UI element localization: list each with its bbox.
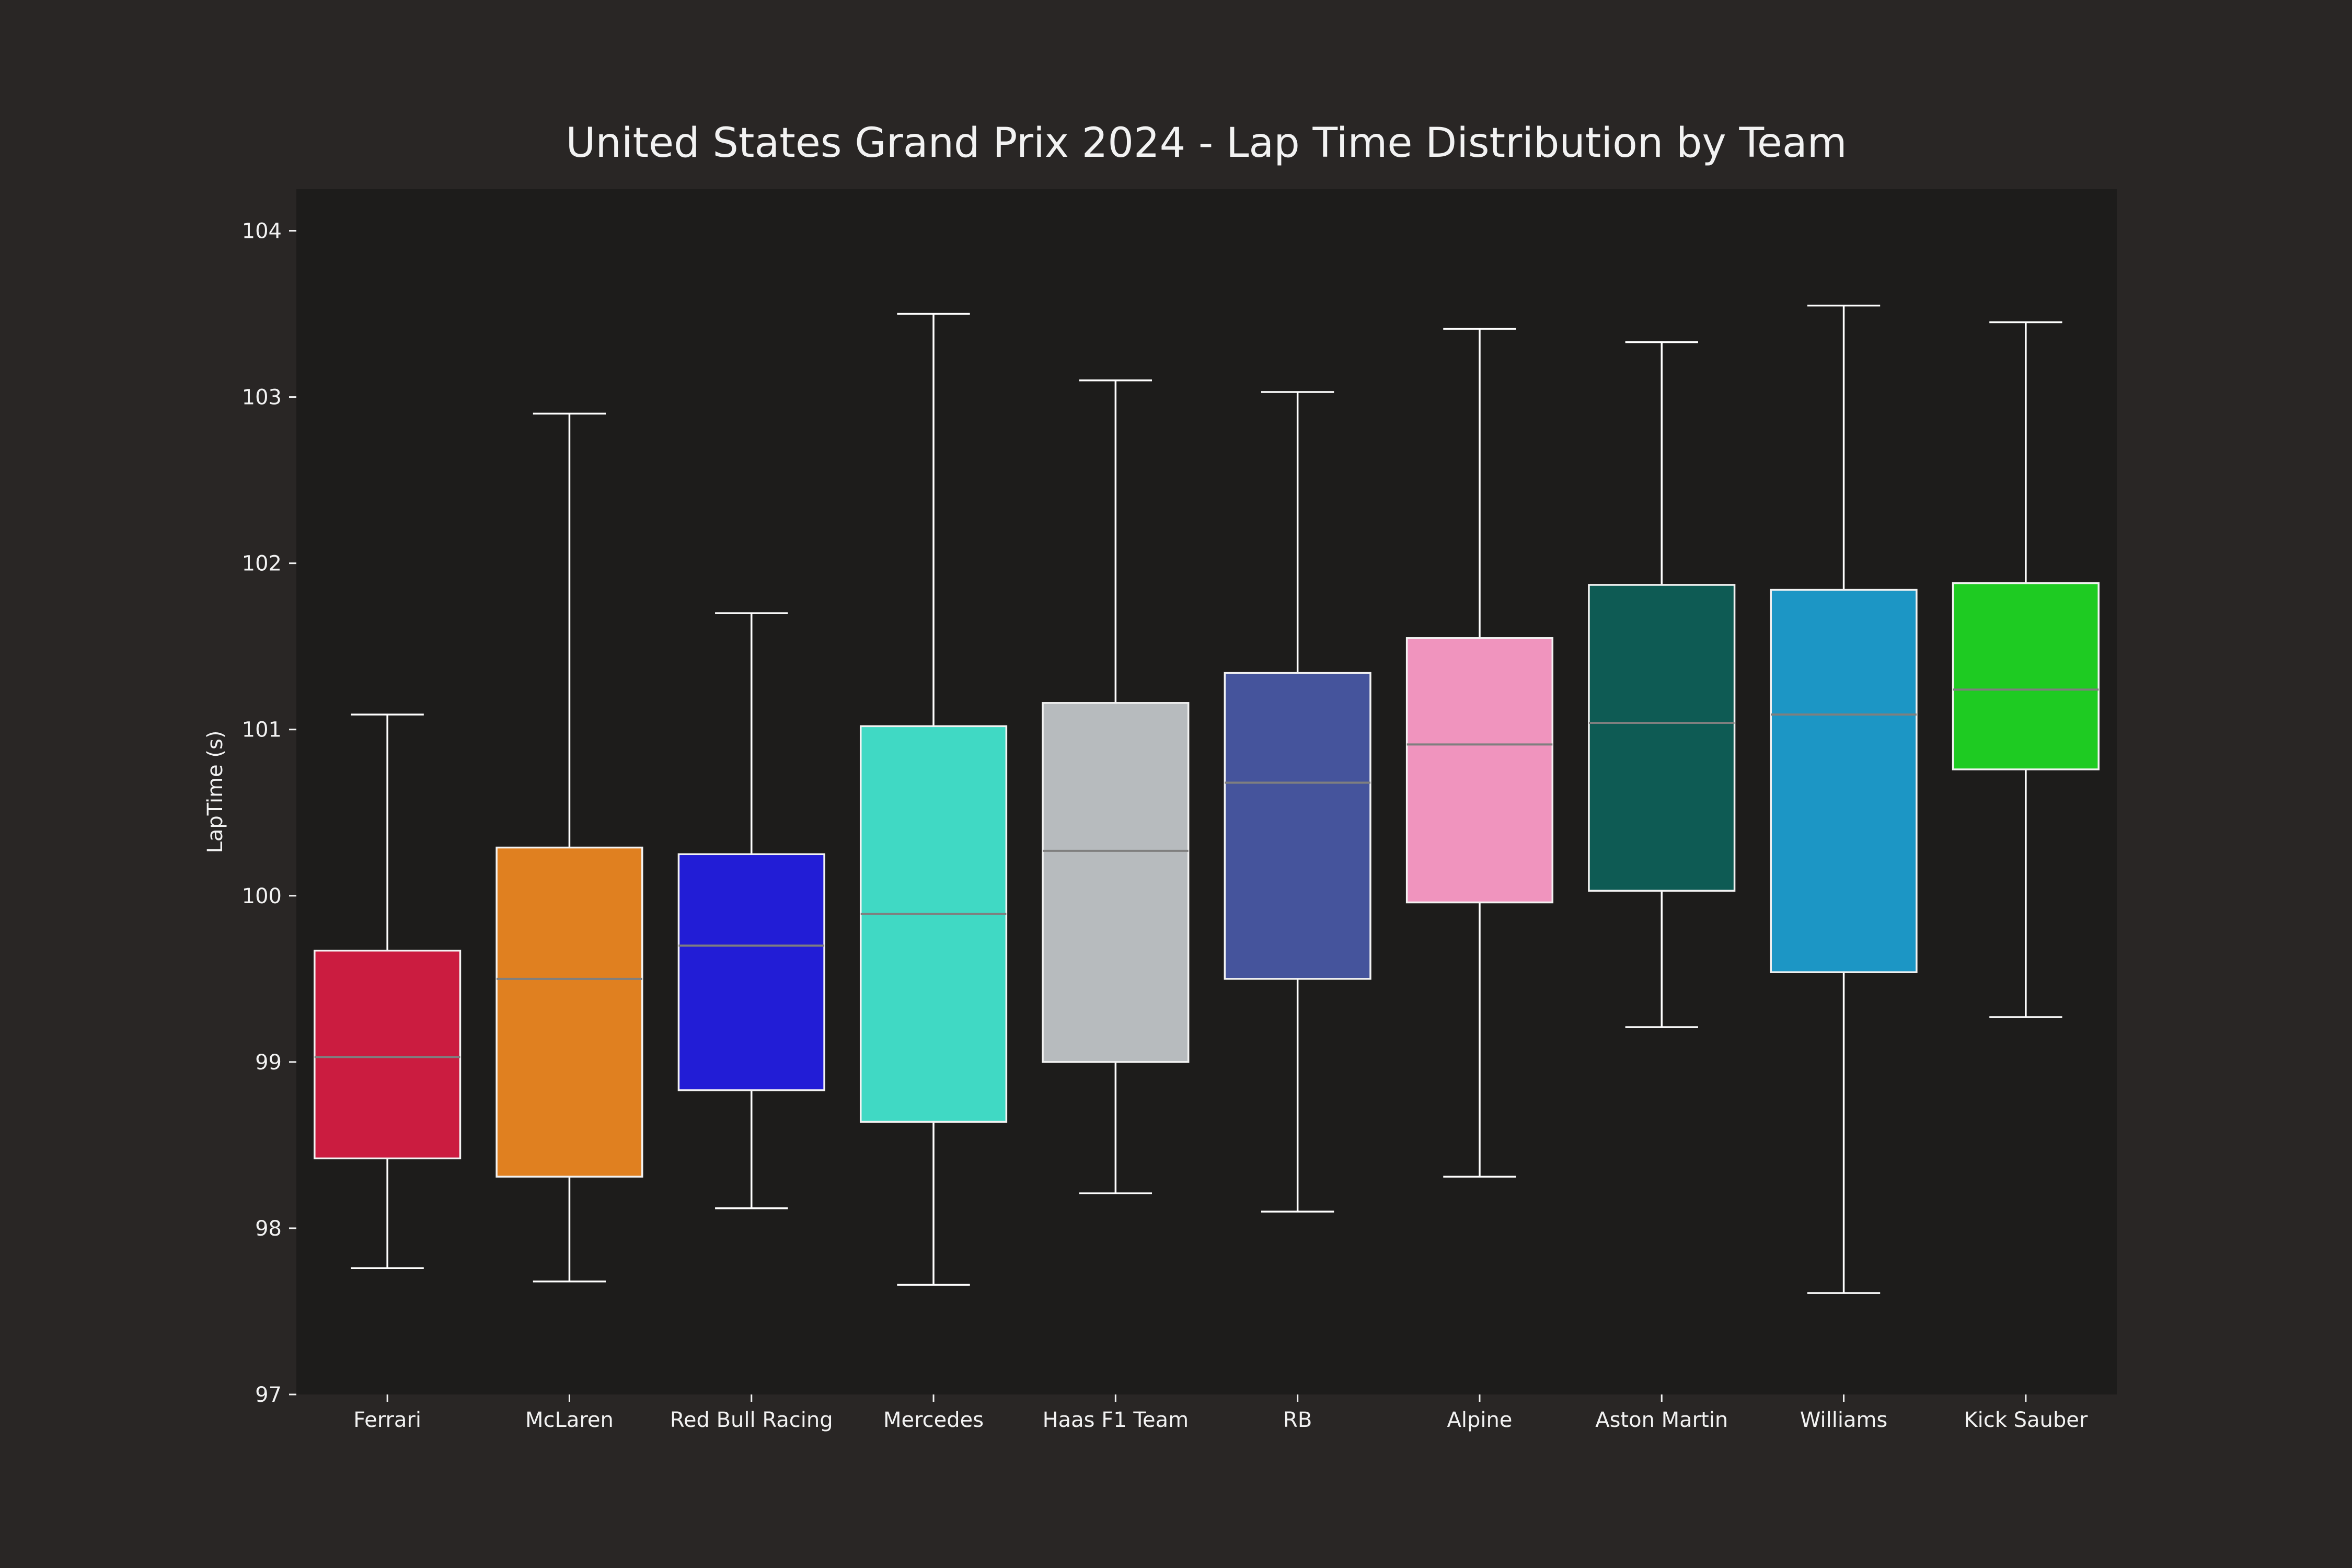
y-tick-label: 100: [242, 884, 282, 908]
y-tick-label: 104: [242, 220, 282, 244]
box-mercedes: [859, 313, 1008, 1286]
x-tick-label: Alpine: [1447, 1408, 1512, 1432]
x-tick-label: Williams: [1800, 1408, 1887, 1432]
box-rb: [1224, 391, 1371, 1213]
x-tick-label: Red Bull Racing: [670, 1408, 833, 1432]
box-aston-martin: [1588, 341, 1736, 1028]
iqr-box: [859, 725, 1008, 1123]
box-ferrari: [314, 713, 462, 1270]
x-tick-label: Mercedes: [883, 1408, 984, 1432]
y-tick-label: 98: [255, 1217, 282, 1241]
y-tick-label: 102: [242, 552, 282, 576]
box-series: [314, 304, 2100, 1294]
iqr-box: [1405, 637, 1554, 904]
chart-title: United States Grand Prix 2024 - Lap Time…: [566, 120, 1847, 167]
y-tick-label: 103: [242, 386, 282, 410]
x-tick-label: McLaren: [525, 1408, 614, 1432]
box-red-bull-racing: [677, 612, 825, 1209]
y-axis-label: LapTime (s): [203, 731, 227, 854]
iqr-box: [1952, 582, 2100, 770]
x-tick-label: Aston Martin: [1595, 1408, 1728, 1432]
iqr-box: [1588, 584, 1736, 892]
y-tick-label: 101: [242, 718, 282, 742]
box-kick-sauber: [1952, 321, 2100, 1018]
iqr-box: [1224, 672, 1371, 980]
x-tick-label: Haas F1 Team: [1043, 1408, 1189, 1432]
iqr-box: [1770, 589, 1918, 973]
iqr-box: [1042, 702, 1190, 1063]
box-alpine: [1405, 328, 1554, 1178]
x-tick-label: Ferrari: [353, 1408, 421, 1432]
x-tick-label: Kick Sauber: [1964, 1408, 2088, 1432]
iqr-box: [314, 950, 462, 1160]
x-axis: Ferrari McLaren Red Bull Racing Mercedes Haa…: [353, 1394, 2088, 1432]
x-tick-label: RB: [1283, 1408, 1312, 1432]
y-tick-label: 99: [255, 1051, 282, 1075]
box-mclaren: [495, 412, 643, 1283]
iqr-box: [677, 853, 825, 1091]
y-axis: 97 98 99 100 101 102 103 104: [242, 220, 296, 1407]
box-williams: [1770, 304, 1918, 1294]
y-tick-label: 97: [255, 1383, 282, 1407]
box-haas-f1-team: [1042, 379, 1190, 1194]
iqr-box: [495, 846, 643, 1178]
